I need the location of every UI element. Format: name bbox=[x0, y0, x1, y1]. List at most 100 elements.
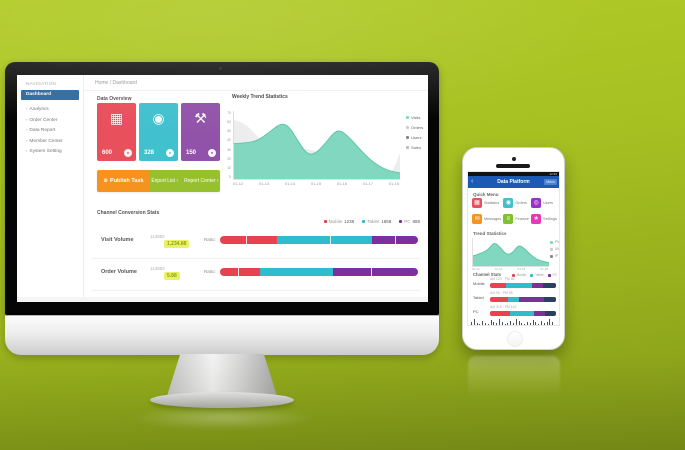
y-tick-label: 50 bbox=[227, 129, 231, 134]
sidebar-item-member-center[interactable]: ▪ Member Center bbox=[21, 136, 79, 146]
bar-segment bbox=[542, 283, 556, 288]
bar-segment bbox=[519, 297, 545, 302]
sidebar-header: NAVIGATION bbox=[26, 81, 57, 86]
phone-channel-row: Mobile AM 123 · PM 86 bbox=[468, 277, 556, 291]
sidebar-item-dashboard[interactable]: Dashboard bbox=[21, 90, 79, 100]
channel-badge: 5.88 bbox=[164, 272, 180, 280]
legend-dot bbox=[406, 126, 409, 129]
histogram-bar bbox=[538, 323, 540, 325]
histogram-bar bbox=[507, 322, 509, 325]
bar-segment bbox=[332, 268, 418, 276]
stat-card-badge: ● bbox=[166, 149, 174, 157]
secondary-actions: Export List › Report Center › bbox=[150, 170, 220, 192]
stat-card-badge: ● bbox=[124, 149, 132, 157]
stat-card[interactable]: ⚒ 150 ● bbox=[181, 103, 220, 161]
sidebar-item-label: Order Center bbox=[29, 117, 58, 123]
export-list-button[interactable]: Export List › bbox=[151, 178, 179, 184]
channel-bar-label: Ratio: bbox=[204, 237, 216, 242]
legend-dot bbox=[362, 220, 366, 223]
x-tick-label: 01-18 bbox=[388, 181, 399, 186]
home-button[interactable] bbox=[507, 331, 523, 347]
legend-dot bbox=[323, 220, 327, 223]
stat-card-badge: ● bbox=[208, 149, 216, 157]
x-tick-label: 01-17 bbox=[362, 181, 373, 186]
bar-segment bbox=[259, 268, 333, 276]
channel-badge: 1,234.88 bbox=[164, 240, 190, 248]
sidebar-item-system-setting[interactable]: ▪ System Setting bbox=[21, 146, 79, 156]
legend-item: Orders bbox=[406, 125, 423, 130]
legend-item: Sales bbox=[406, 145, 423, 150]
phone-channel-meta: AM 96 · PM 58 bbox=[490, 291, 513, 295]
phone-menu-button[interactable]: Menu bbox=[544, 179, 557, 185]
phone-tile-label: Orders bbox=[515, 201, 527, 205]
phone-channel-name: PC bbox=[473, 309, 479, 314]
phone-tile-finance[interactable]: ≡ Finance bbox=[503, 214, 529, 224]
phone-reflection bbox=[468, 356, 560, 398]
action-bar: ⊕ Publish Task Export List › Report Cent… bbox=[97, 170, 220, 192]
phone-tile-settings[interactable]: ★ Settings bbox=[531, 214, 557, 224]
publish-button[interactable]: ⊕ Publish Task bbox=[97, 170, 150, 192]
mail-icon: ✉ bbox=[472, 214, 482, 224]
histogram-bar bbox=[521, 323, 523, 325]
sidebar-item-analytics[interactable]: ▪ Analytics bbox=[21, 104, 79, 114]
status-time: 12:30 bbox=[549, 172, 557, 176]
trend-chart-title: Weekly Trend Statistics bbox=[232, 94, 288, 100]
x-tick-label: 01-15 bbox=[310, 181, 322, 186]
x-tick-label: 01-16 bbox=[336, 181, 348, 186]
y-tick-label: 70 bbox=[227, 111, 231, 115]
speaker-grille bbox=[496, 164, 530, 168]
legend-label: Mobile bbox=[516, 273, 527, 277]
y-tick-label: 60 bbox=[227, 120, 231, 125]
histogram-bar bbox=[482, 321, 484, 325]
smartphone: 12:30 ‹ Data Platform Menu Quick Menu ▦ S… bbox=[462, 147, 565, 350]
segment-divider bbox=[371, 268, 373, 276]
breadcrumb[interactable]: Home / Dashboard bbox=[95, 80, 137, 86]
segment-divider bbox=[329, 236, 331, 244]
y-tick-label: 40 bbox=[227, 138, 231, 143]
y-tick-label: 10 bbox=[227, 165, 231, 170]
legend-label: Tablet bbox=[367, 219, 380, 224]
bar-segment bbox=[372, 236, 418, 244]
x-tick-label: 01-16 bbox=[517, 267, 526, 271]
x-tick-label: 01-18 bbox=[540, 267, 548, 271]
stat-card[interactable]: ◉ 328 ● bbox=[139, 103, 178, 161]
list-icon: ≡ bbox=[503, 214, 514, 224]
floor-shading bbox=[0, 355, 685, 450]
plus-icon: ⊕ bbox=[103, 178, 109, 184]
bar-segment bbox=[505, 283, 533, 288]
webcam-icon bbox=[219, 67, 222, 70]
phone-tile-users[interactable]: ◎ Users bbox=[531, 198, 557, 208]
legend-label: PC bbox=[552, 273, 557, 277]
legend-dot bbox=[547, 273, 551, 277]
legend-item: Tablet 1858 bbox=[362, 219, 391, 224]
segment-divider bbox=[395, 236, 397, 244]
bar-segment bbox=[532, 283, 543, 288]
sidebar-item-label: Member Center bbox=[29, 138, 63, 144]
legend-item: IP bbox=[550, 254, 559, 258]
segment-divider bbox=[237, 268, 239, 276]
histogram-bar bbox=[535, 321, 537, 325]
sidebar-item-data-report[interactable]: ▪ Data Report bbox=[21, 125, 79, 135]
divider bbox=[84, 90, 428, 91]
phone-tile-statistics[interactable]: ▦ Statistics bbox=[472, 198, 501, 208]
bar-segment bbox=[544, 297, 556, 302]
legend-dot bbox=[399, 220, 403, 223]
stat-card-value: 150 bbox=[186, 150, 197, 156]
bar-segment bbox=[220, 236, 278, 244]
bar-segment bbox=[490, 283, 506, 288]
sidebar-item-order-center[interactable]: ▪ Order Center bbox=[21, 115, 79, 125]
stat-card-value: 328 bbox=[144, 150, 155, 156]
phone-tile-messages[interactable]: ✉ Messages bbox=[472, 214, 501, 224]
disk-icon: ◉ bbox=[152, 110, 165, 126]
legend-item: PV bbox=[550, 240, 559, 244]
channel-value: 113882 bbox=[150, 234, 165, 239]
back-icon[interactable]: ‹ bbox=[471, 178, 474, 185]
stat-card[interactable]: ▦ 600 ● bbox=[97, 103, 136, 161]
report-center-button[interactable]: Report Center › bbox=[184, 178, 219, 184]
phone-histogram bbox=[471, 318, 556, 325]
phone-channel-row: PC AM 318 · PM 142 bbox=[468, 305, 556, 319]
phone-tile-orders[interactable]: ◉ Orders bbox=[503, 198, 529, 208]
x-tick-label: 01-13 bbox=[258, 181, 270, 186]
legend-label: Tablet bbox=[535, 273, 544, 277]
legend-dot bbox=[550, 240, 553, 244]
